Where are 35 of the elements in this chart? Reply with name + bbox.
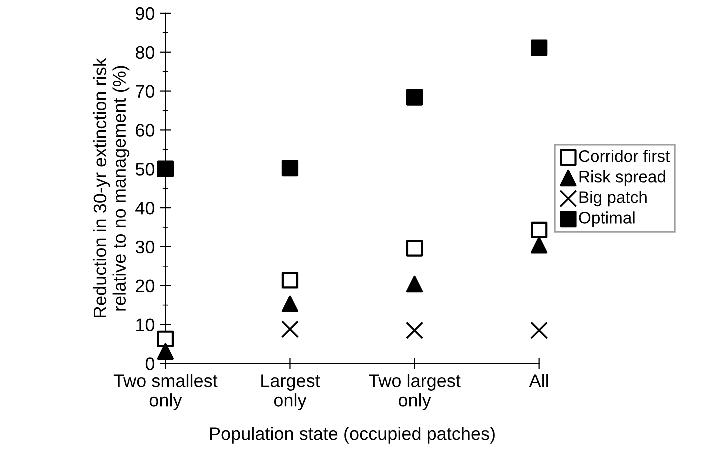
point xyxy=(157,330,174,348)
x-tick-label: Two smallest only xyxy=(114,374,218,410)
y-tick-label: 70 xyxy=(136,85,155,98)
point xyxy=(406,322,424,340)
point xyxy=(406,276,424,293)
point xyxy=(282,160,299,177)
legend-label: Corridor first xyxy=(579,150,670,162)
point xyxy=(157,343,174,360)
y-axis-title: Reduction in 30-yr extinction risk relative to no management (%) xyxy=(93,58,130,318)
point xyxy=(282,296,299,312)
point xyxy=(406,89,424,106)
legend-label: Optimal xyxy=(579,212,635,228)
y-tick-label: 60 xyxy=(136,124,155,137)
point xyxy=(281,320,300,338)
x-tick-label: All xyxy=(529,374,548,388)
x-tick-label: Two largest only xyxy=(369,374,461,410)
y-tick-label: 10 xyxy=(136,318,155,332)
y-tick-label: 0 xyxy=(146,358,155,370)
y-tick-label: 30 xyxy=(136,240,155,254)
x-axis-title: Population state (occupied patches) xyxy=(210,427,495,444)
x-tick-label: Largest only xyxy=(262,374,320,410)
point xyxy=(282,272,299,289)
legend-label: Big patch xyxy=(580,191,647,207)
y-tick-label: 50 xyxy=(136,163,155,176)
y-tick-label: 40 xyxy=(136,202,155,215)
y-tick-label: 20 xyxy=(136,280,155,293)
legend-label: Risk spread xyxy=(580,170,666,186)
point xyxy=(530,322,548,340)
point xyxy=(530,222,548,239)
y-tick-label: 90 xyxy=(136,7,155,20)
point xyxy=(530,40,548,56)
point xyxy=(157,160,174,178)
y-tick-label: 80 xyxy=(136,46,155,60)
point xyxy=(406,240,424,257)
point xyxy=(530,237,548,254)
